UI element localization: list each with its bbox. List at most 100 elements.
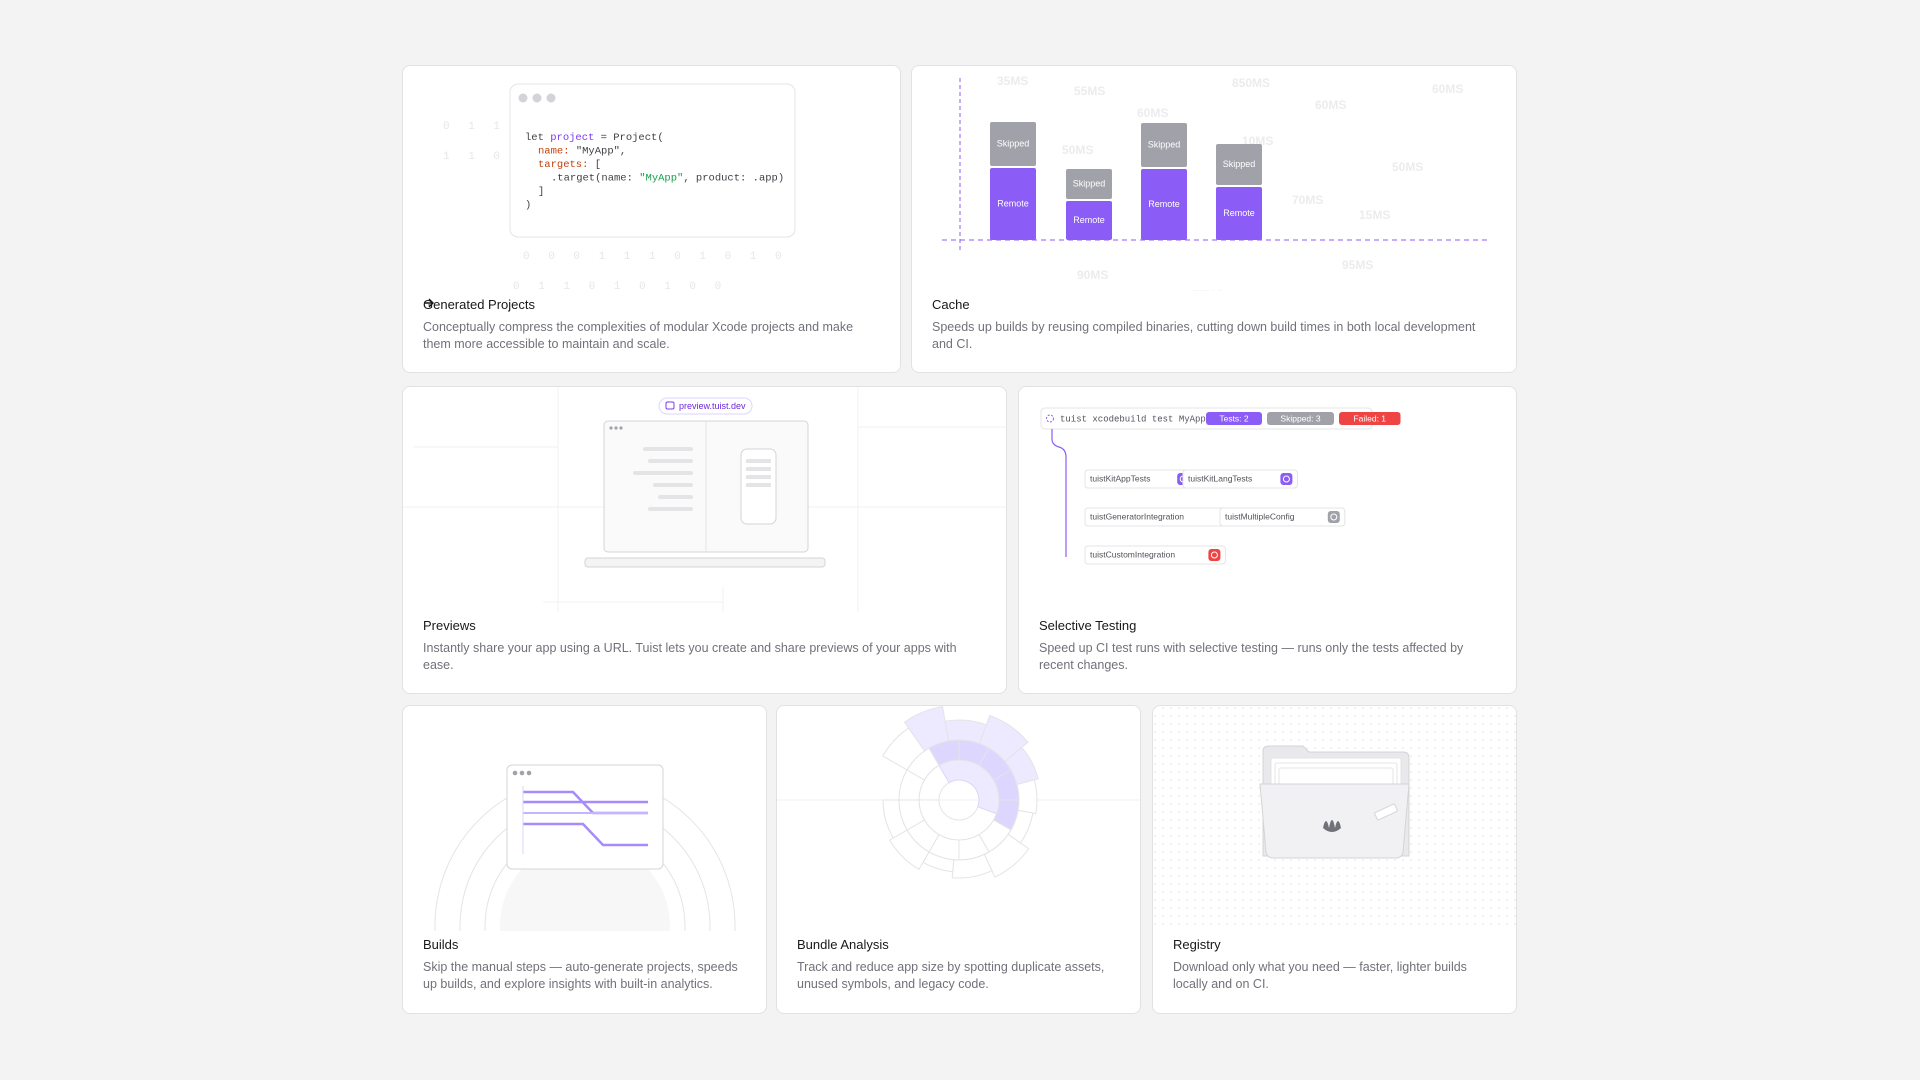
feature-card: Builds Skip the manual steps — auto-gener… [402, 705, 767, 1014]
timing-label: 60MS [1432, 82, 1463, 96]
card-title: Bundle Analysis [797, 937, 889, 952]
feature-card: preview.tuist.dev Previews Instantly share… [402, 386, 1007, 694]
illustration: tuist xcodebuild test MyApp Tests: 2 Skipp… [1040, 407, 1401, 565]
status-badge-text: Tests: 2 [1219, 413, 1249, 423]
card-description: Skip the manual steps — auto-generate pr… [423, 960, 738, 991]
card-description: Instantly share your app using a URL. Tu… [423, 641, 957, 672]
skipped-label: Skipped [1148, 139, 1181, 149]
skipped-label: Skipped [1223, 159, 1256, 169]
window-dot [512, 770, 518, 776]
window-dot [519, 770, 525, 776]
code-line: ) [525, 199, 531, 211]
card-title-text: Cache [932, 297, 970, 312]
code-token: , product: .app) [683, 172, 784, 184]
phone-line [746, 459, 771, 463]
timing-label: 55MS [1074, 84, 1105, 98]
test-name: tuistKitLangTests [1188, 473, 1252, 483]
status-badge [1267, 412, 1334, 425]
code-token: targets: [538, 159, 588, 171]
timing-label: 60MS [1315, 98, 1346, 112]
binary-row: 0 1 1 0 1 0 1 0 0 [513, 281, 727, 291]
feature-card: Bundle Analysis Track and reduce app size… [776, 705, 1141, 1014]
feature-card: 0 1 1 0 1 0 1 0 0 1 11 1 0 0 1 0 0 1 0 1… [402, 65, 901, 373]
code-line: name: "MyApp", [538, 145, 626, 157]
test-status-icon [1280, 473, 1293, 485]
code-token: name: [538, 145, 570, 157]
timing-label: 95MS [1342, 258, 1373, 272]
code-token: ] [538, 186, 544, 198]
illustration: 0 1 1 0 1 0 1 0 0 1 11 1 0 0 1 0 0 1 0 1… [443, 83, 796, 291]
test-pill [1084, 545, 1226, 565]
skipped-label: Skipped [997, 138, 1030, 148]
card-title: Builds [423, 937, 458, 952]
skipped-block [1216, 144, 1262, 185]
window-dot [518, 93, 528, 103]
test-status-glyph [1282, 475, 1290, 483]
code-line: ] [538, 186, 544, 198]
card-title: Previews [423, 618, 476, 633]
code-token: "MyApp" [639, 172, 683, 184]
code-line: let project = Project( [525, 132, 664, 144]
timing-label: 35MS [997, 74, 1028, 88]
build-line [523, 822, 648, 847]
remote-block [1141, 169, 1187, 240]
card-title-text: Selective Testing [1039, 618, 1137, 633]
window-dot [614, 426, 618, 430]
arrow [424, 298, 434, 308]
status-badge-text: Skipped: 3 [1280, 413, 1320, 423]
ring-outer [1016, 779, 1038, 815]
window-dot [609, 426, 613, 430]
code-line: .target(name: "MyApp", product: .app) [551, 172, 784, 184]
feature-card: tuist xcodebuild test MyApp Tests: 2 Skipp… [1018, 386, 1517, 694]
code-token: "MyApp", [570, 145, 627, 157]
timing-label: 850MS [1232, 76, 1270, 90]
folder-front [1259, 783, 1410, 859]
url-badge [658, 397, 753, 415]
laptop-base [584, 557, 826, 568]
code-token: project [550, 132, 594, 144]
label-sticker [1374, 803, 1398, 821]
test-name: tuistKitAppTests [1090, 473, 1150, 483]
test-name: tuistMultipleConfig [1225, 511, 1295, 521]
content-line [643, 447, 693, 451]
window-dot [619, 426, 623, 430]
test-status-icon [1327, 511, 1340, 523]
card-title: Generated Projects [423, 297, 535, 312]
test-name: tuistGeneratorIntegration [1090, 511, 1184, 521]
test-status-glyph [1210, 551, 1218, 559]
illustration: preview.tuist.dev [403, 387, 1006, 612]
logo [1323, 820, 1341, 832]
card-title-text: Previews [423, 618, 476, 633]
window-dot [532, 93, 542, 103]
card-title: Registry [1173, 937, 1221, 952]
code-line: targets: [ [538, 159, 601, 171]
phone-line [746, 475, 771, 479]
test-pill [1182, 469, 1298, 489]
status-badge [1206, 412, 1262, 425]
spinner [1046, 414, 1054, 423]
illustration [434, 764, 736, 931]
remote-block [1216, 187, 1262, 240]
remote-label: Remote [1148, 199, 1180, 209]
card-description: Conceptually compress the complexities o… [423, 320, 854, 351]
window-dot [546, 93, 556, 103]
timing-label: 90MS [1077, 268, 1108, 282]
binary-row: 0 0 0 1 1 1 0 1 0 1 0 [523, 251, 788, 263]
card-title-text: Builds [423, 937, 459, 952]
content-line [658, 495, 693, 499]
connector [1051, 429, 1067, 557]
card-title-text: Registry [1173, 937, 1221, 952]
card-title-text: Generated Projects [423, 297, 536, 312]
code-token: .target(name: [551, 172, 639, 184]
card-title-text: Bundle Analysis [797, 937, 889, 952]
remote-block [990, 168, 1036, 240]
timing-label: 50MS [1392, 160, 1423, 174]
code-window [509, 83, 796, 238]
skipped-block [1141, 123, 1187, 167]
test-pill [1219, 507, 1346, 527]
illustration [1153, 706, 1516, 931]
ring-outer [944, 719, 988, 745]
feature-card: 35MS 55MS 60MS 850MS 60MS 60MS 10MS 50MS 70MS 15M… [911, 65, 1517, 373]
status-badge-text: Failed: 1 [1353, 413, 1386, 423]
card-title: Selective Testing [1039, 618, 1136, 633]
